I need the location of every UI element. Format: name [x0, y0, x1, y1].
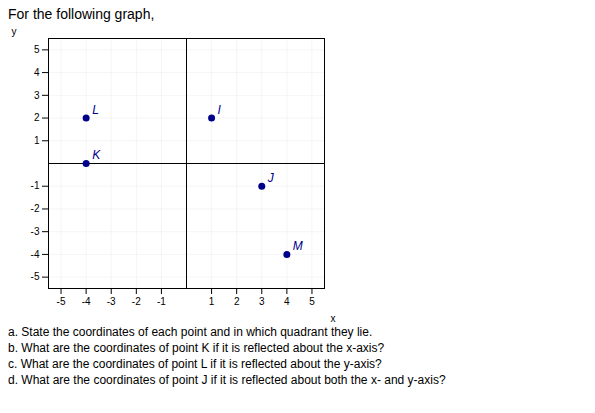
html-text:b. What are the coordinates of: b. What are the coordinates of point K i…	[8, 341, 385, 355]
svg-text:-3: -3	[31, 226, 40, 237]
svg-text:-5: -5	[57, 296, 66, 307]
svg-text:2: 2	[34, 112, 40, 123]
svg-text:4: 4	[284, 296, 290, 307]
html-text:a. State the coordinates of ea: a. State the coordinates of each point a…	[8, 325, 373, 339]
svg-text:-2: -2	[31, 203, 40, 214]
svg-text:-5: -5	[31, 271, 40, 282]
svg-text:K: K	[92, 148, 101, 162]
svg-text:-1: -1	[31, 180, 40, 191]
svg-text:J: J	[267, 171, 275, 185]
html-text:d. What are the coordinates of: d. What are the coordinates of point J i…	[8, 373, 446, 387]
svg-text:1: 1	[34, 135, 40, 146]
svg-text:3: 3	[259, 296, 265, 307]
html-text:For the following graph,: For the following graph,	[8, 6, 155, 22]
svg-text:y: y	[12, 26, 17, 37]
svg-text:3: 3	[34, 90, 40, 101]
svg-text:-4: -4	[31, 249, 40, 260]
svg-text:5: 5	[34, 44, 40, 55]
svg-text:x: x	[331, 313, 336, 324]
svg-text:-2: -2	[132, 296, 141, 307]
svg-text:I: I	[218, 103, 222, 117]
svg-text:1: 1	[209, 296, 215, 307]
svg-text:2: 2	[234, 296, 240, 307]
svg-text:-4: -4	[82, 296, 91, 307]
svg-text:4: 4	[34, 67, 40, 78]
svg-text:-1: -1	[157, 296, 166, 307]
html-text:c. What are the coordinates of: c. What are the coordinates of point L i…	[8, 357, 382, 371]
svg-text:L: L	[92, 103, 99, 117]
svg-text:5: 5	[309, 296, 315, 307]
svg-text:M: M	[293, 239, 303, 253]
svg-text:-3: -3	[107, 296, 116, 307]
